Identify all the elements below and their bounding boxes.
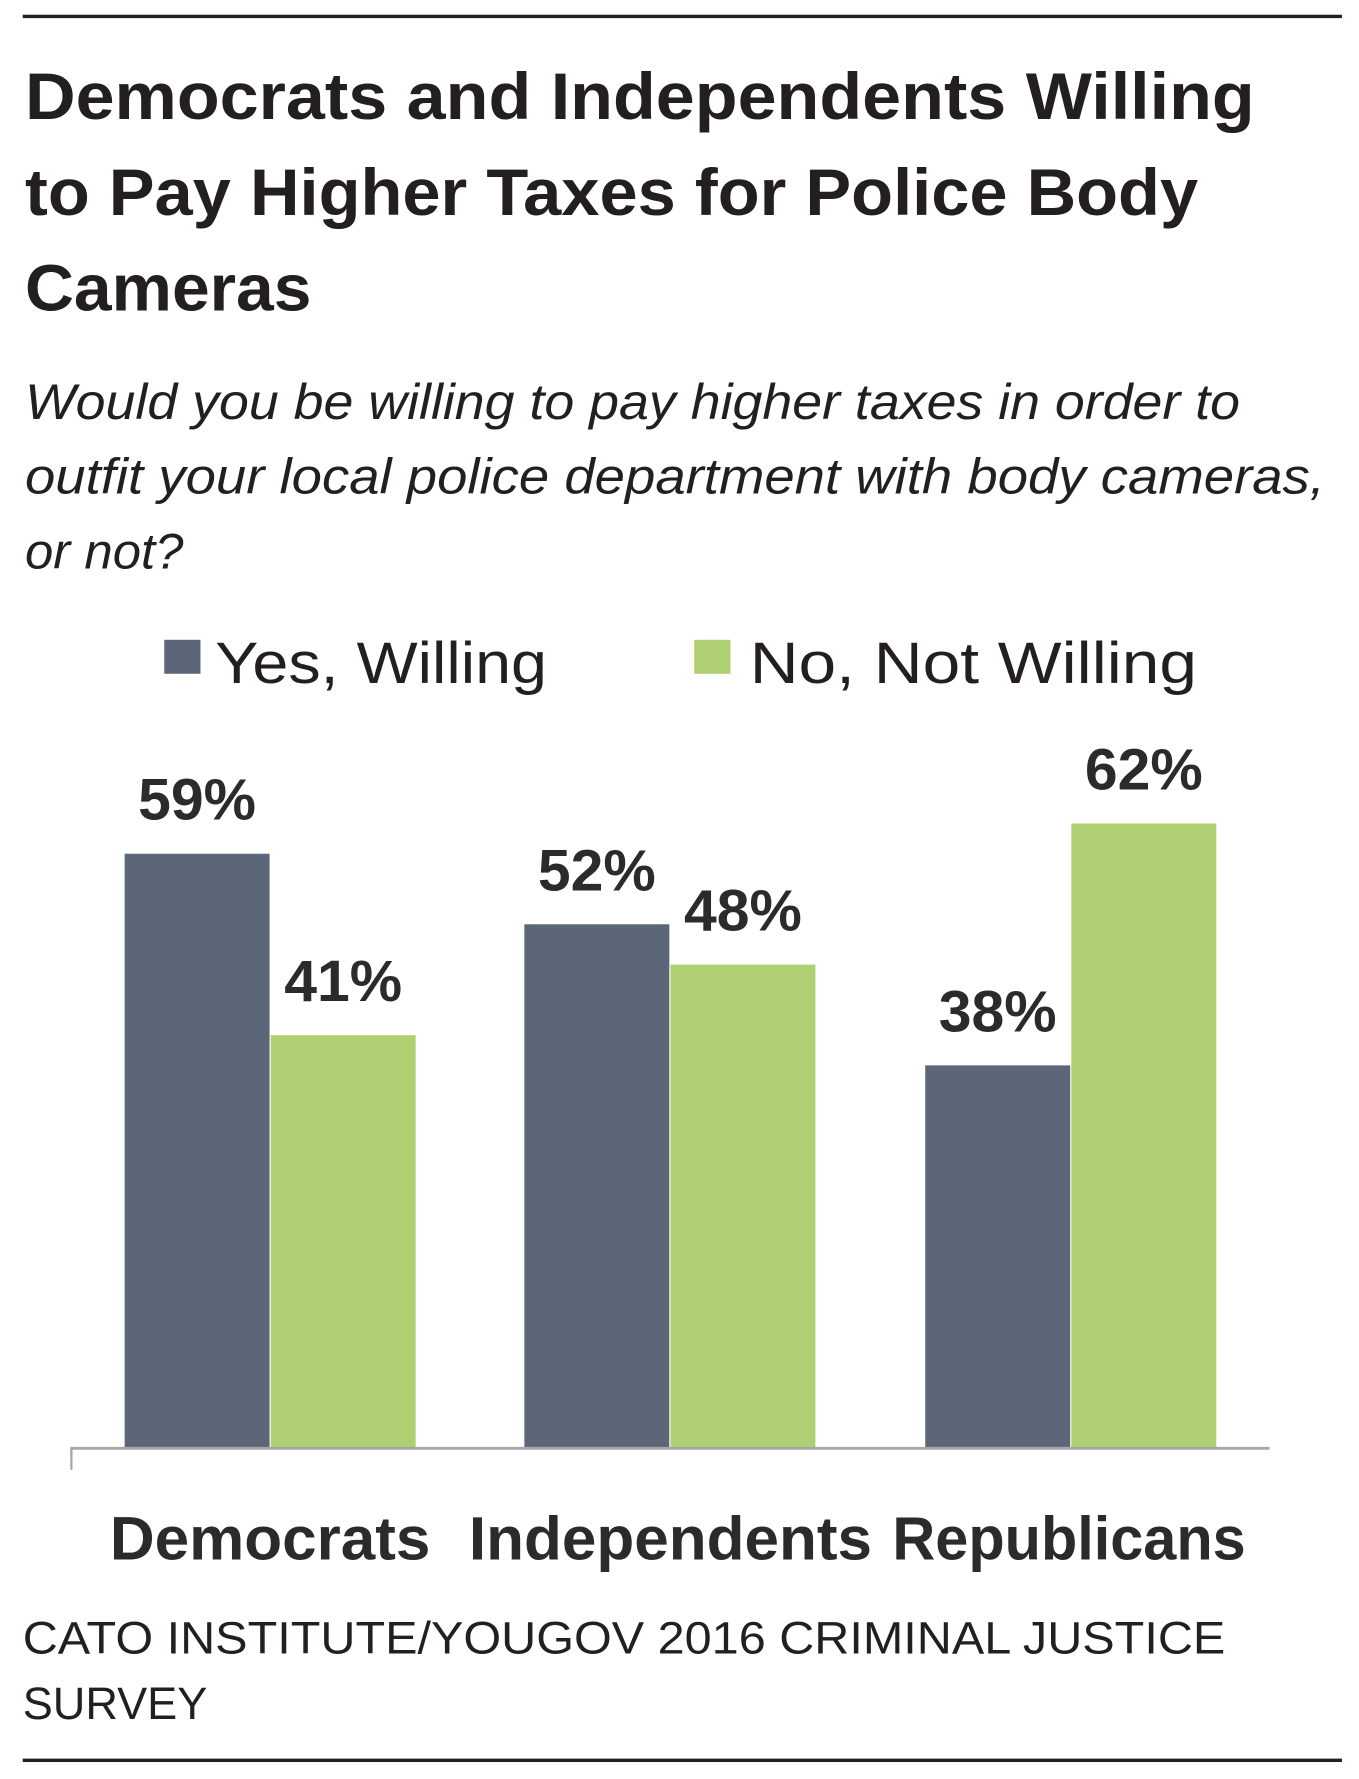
source-line-2: SURVEY (23, 1678, 208, 1729)
category-label-republicans: Republicans (892, 1504, 1245, 1572)
legend-label-no: No, Not Willing (750, 631, 1197, 696)
category-label-independents: Independents (469, 1504, 872, 1572)
bar-republicans-no (1071, 823, 1217, 1449)
legend-label-yes: Yes, Willing (215, 631, 547, 696)
chart-title-line-3: Cameras (25, 251, 311, 324)
category-label-democrats: Democrats (110, 1504, 430, 1572)
bar-independents-no (670, 964, 816, 1449)
bar-democrats-yes (124, 853, 270, 1449)
bottom-rule (22, 1758, 1342, 1763)
data-label-democrats-no: 41% (284, 949, 402, 1014)
source-line-1: CATO INSTITUTE/YOUGOV 2016 CRIMINAL JUST… (23, 1612, 1226, 1663)
legend-swatch-yes (164, 639, 201, 674)
data-label-republicans-yes: 38% (939, 979, 1057, 1044)
legend-swatch-no (694, 639, 731, 674)
chart-title-line-1: Democrats and Independents Willing (25, 60, 1255, 133)
bar-republicans-yes (925, 1065, 1071, 1449)
bar-independents-yes (524, 924, 670, 1449)
data-label-independents-yes: 52% (538, 838, 656, 903)
subtitle-line-3: or not? (25, 523, 184, 579)
chart-title-line-2: to Pay Higher Taxes for Police Body (25, 156, 1199, 229)
subtitle-line-2: outfit your local police department with… (25, 449, 1325, 505)
data-label-independents-no: 48% (684, 879, 802, 944)
bars: 59% 41% 52% 48% 38% 62% (124, 738, 1217, 1449)
bar-democrats-no (270, 1035, 416, 1449)
data-label-republicans-no: 62% (1085, 738, 1203, 803)
subtitle-line-1: Would you be willing to pay higher taxes… (25, 374, 1240, 430)
data-label-democrats-yes: 59% (138, 768, 256, 833)
top-rule (22, 14, 1342, 19)
